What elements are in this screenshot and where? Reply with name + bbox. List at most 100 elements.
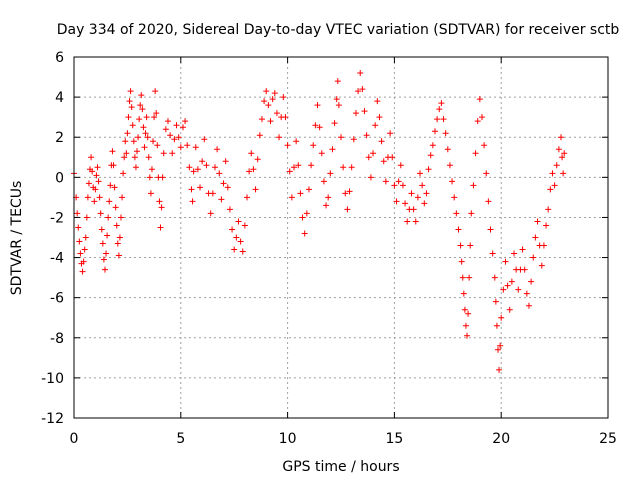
data-point — [318, 150, 325, 157]
data-point — [128, 104, 135, 111]
data-point — [508, 278, 515, 285]
data-point — [164, 118, 171, 125]
data-point — [357, 70, 364, 77]
data-point — [449, 178, 456, 185]
data-point — [192, 144, 199, 151]
data-point — [338, 134, 344, 141]
data-point — [492, 298, 499, 305]
data-point — [481, 142, 488, 149]
data-point — [273, 110, 280, 117]
data-point — [271, 90, 278, 97]
data-point — [464, 332, 471, 339]
data-point — [190, 168, 197, 175]
data-point — [99, 240, 106, 247]
data-point — [254, 156, 261, 163]
data-point — [329, 146, 336, 153]
data-point — [112, 204, 119, 211]
data-point — [498, 314, 505, 321]
data-point — [74, 210, 81, 217]
data-point — [288, 194, 295, 201]
data-point — [372, 122, 379, 129]
data-point — [305, 186, 312, 193]
data-point — [121, 154, 128, 161]
y-tick-label: 2 — [55, 130, 64, 146]
data-point — [549, 170, 556, 177]
y-tick-label: 4 — [55, 90, 64, 106]
data-series — [71, 70, 568, 373]
y-tick-label: 6 — [55, 50, 64, 66]
data-point — [286, 168, 293, 175]
y-tick-label: -8 — [50, 331, 64, 347]
data-point — [130, 138, 137, 145]
data-point — [280, 94, 287, 101]
data-point — [525, 302, 532, 309]
data-point — [334, 78, 341, 85]
data-point — [93, 172, 100, 179]
data-point — [421, 200, 428, 207]
data-point — [116, 234, 123, 241]
data-point — [547, 186, 554, 193]
data-point — [325, 194, 332, 201]
x-axis-label: GPS time / hours — [282, 459, 399, 475]
data-point — [467, 242, 474, 249]
data-point — [429, 142, 436, 149]
data-point — [104, 232, 111, 239]
data-point — [150, 138, 157, 145]
data-point — [154, 142, 161, 149]
data-point — [425, 166, 432, 173]
data-point — [214, 146, 221, 153]
data-point — [182, 118, 189, 125]
data-point — [97, 210, 104, 217]
data-point — [404, 218, 411, 225]
data-point — [282, 114, 289, 121]
data-point — [207, 210, 214, 217]
data-point — [134, 148, 141, 155]
data-point — [555, 146, 562, 153]
data-point — [333, 96, 340, 103]
data-point — [95, 178, 102, 185]
data-point — [235, 218, 242, 225]
data-point — [123, 150, 130, 157]
data-point — [344, 206, 351, 213]
data-point — [173, 122, 180, 129]
data-point — [80, 258, 87, 265]
data-point — [395, 178, 402, 185]
data-point — [267, 118, 274, 125]
x-tick-label: 15 — [385, 431, 403, 447]
data-point — [265, 102, 272, 109]
x-tick-label: 25 — [599, 431, 617, 447]
data-point — [138, 92, 145, 99]
data-point — [151, 114, 158, 121]
data-point — [96, 194, 103, 201]
data-point — [367, 174, 374, 181]
data-point — [436, 106, 443, 113]
data-point — [327, 170, 334, 177]
data-point — [129, 122, 136, 129]
data-point — [515, 286, 522, 293]
data-point — [410, 206, 417, 213]
data-point — [100, 256, 107, 263]
data-point — [261, 98, 268, 105]
data-point — [438, 100, 445, 107]
data-point — [162, 126, 169, 133]
y-axis-label: SDTVAR / TECUs — [9, 181, 25, 296]
data-point — [179, 124, 186, 131]
data-point — [140, 124, 147, 131]
x-tick-label: 20 — [492, 431, 510, 447]
data-point — [131, 154, 138, 161]
data-point — [115, 252, 122, 259]
data-point — [551, 182, 558, 189]
data-point — [423, 190, 430, 197]
y-tick-label: -4 — [50, 251, 64, 267]
data-point — [189, 198, 196, 205]
data-point — [376, 114, 383, 121]
y-tick-label: -2 — [50, 210, 64, 226]
data-point — [139, 106, 146, 113]
data-point — [293, 138, 300, 145]
data-point — [224, 184, 231, 191]
data-point — [365, 154, 372, 161]
y-tick-label: -12 — [41, 411, 64, 427]
data-point — [391, 182, 398, 189]
data-point — [218, 196, 225, 203]
data-point — [355, 88, 362, 95]
